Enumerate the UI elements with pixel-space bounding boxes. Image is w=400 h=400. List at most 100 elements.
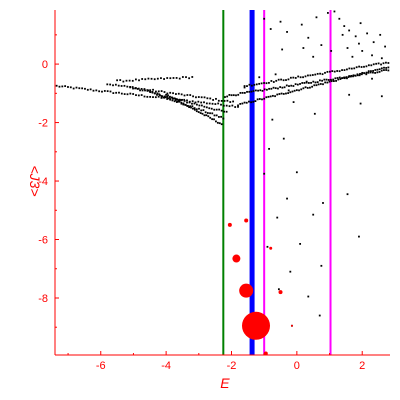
scatter-point-283 (328, 80, 331, 83)
scatter-point-237 (181, 76, 184, 78)
scatter-point-105 (217, 99, 220, 102)
scatter-point-148 (220, 109, 223, 112)
scatter-point-407 (294, 77, 297, 79)
scatter-point-31 (140, 94, 143, 96)
scatter-point-400 (277, 78, 280, 81)
scatter-point-30 (137, 94, 140, 97)
scatter-point-366 (345, 76, 348, 79)
highlight-point-1 (227, 222, 232, 227)
scatter-point-102 (209, 97, 212, 100)
scatter-point-387 (246, 85, 248, 87)
scatter-point-136 (191, 102, 193, 105)
scatter-point-225 (144, 78, 147, 81)
scatter-point-392 (258, 82, 261, 85)
y-tick-label: -6 (38, 235, 48, 247)
scatter-point-297 (359, 72, 361, 75)
scatter-point-199 (190, 106, 192, 109)
scatter-point-15 (95, 89, 98, 92)
scatter-point-62 (228, 105, 231, 108)
scatter-point-229 (156, 77, 159, 80)
scatter-point-302 (370, 70, 372, 73)
y-tick-label: -2 (38, 118, 48, 130)
scatter-point-85 (160, 90, 163, 92)
scatter-point-389 (250, 84, 253, 87)
scatter-point-209 (209, 116, 212, 119)
scatter-point-204 (199, 112, 202, 114)
scatter-point-479 (287, 89, 290, 92)
scatter-point-504 (318, 314, 321, 317)
y-tick-label: 0 (42, 59, 48, 71)
scatter-point-216 (116, 79, 118, 82)
scatter-point-338 (283, 86, 286, 89)
scatter-point-256 (269, 95, 272, 98)
scatter-point-213 (216, 121, 219, 124)
scatter-point-189 (170, 96, 173, 99)
scatter-point-503 (307, 295, 310, 298)
scatter-point-193 (178, 100, 181, 103)
scatter-point-174 (198, 107, 200, 110)
scatter-point-103 (212, 99, 215, 101)
scatter-point-251 (258, 98, 261, 100)
scatter-point-316 (235, 94, 237, 97)
scatter-point-465 (346, 47, 349, 49)
scatter-point-176 (202, 109, 205, 112)
scatter-point-499 (299, 242, 302, 245)
scatter-point-188 (169, 95, 171, 98)
scatter-point-113 (134, 87, 137, 90)
scatter-point-271 (302, 87, 305, 90)
scatter-point-428 (346, 68, 348, 71)
scatter-point-9 (78, 87, 81, 90)
highlight-point-2 (244, 218, 249, 223)
scatter-point-190 (172, 97, 175, 100)
scatter-point-294 (352, 74, 355, 77)
scatter-point-396 (268, 81, 270, 84)
scatter-point-245 (245, 101, 248, 104)
x-tick-label: 2 (359, 360, 365, 372)
scatter-point-163 (173, 100, 176, 103)
scatter-point-264 (287, 92, 290, 94)
scatter-point-457 (348, 29, 351, 32)
scatter-point-150 (225, 110, 228, 113)
scatter-point-353 (316, 81, 319, 84)
scatter-point-101 (206, 97, 209, 100)
scatter-point-491 (263, 172, 266, 175)
scatter-point-337 (281, 86, 284, 89)
scatter-point-495 (276, 216, 279, 219)
scatter-point-267 (293, 89, 296, 92)
scatter-point-358 (327, 79, 330, 81)
scatter-point-144 (210, 107, 213, 110)
scatter-point-212 (215, 120, 217, 123)
scatter-point-412 (307, 74, 309, 77)
scatter-point-106 (220, 99, 223, 102)
scatter-point-70 (117, 84, 120, 87)
scatter-point-444 (385, 61, 387, 64)
scatter-point-484 (348, 93, 351, 96)
scatter-point-285 (332, 80, 335, 83)
scatter-point-58 (217, 102, 220, 105)
scatter-point-1 (55, 84, 58, 87)
scatter-point-17 (101, 90, 103, 93)
scatter-point-78 (140, 87, 143, 90)
scatter-point-376 (367, 71, 370, 74)
scatter-point-298 (361, 71, 364, 74)
scatter-point-13 (89, 88, 92, 91)
scatter-point-71 (120, 85, 123, 87)
x-axis-label: E (220, 375, 230, 391)
scatter-point-254 (265, 96, 268, 99)
scatter-point-181 (213, 114, 216, 117)
scatter-point-99 (200, 96, 203, 99)
scatter-point-469 (302, 47, 305, 49)
scatter-point-459 (359, 22, 362, 25)
scatter-point-79 (143, 88, 146, 90)
scatter-point-370 (354, 74, 357, 77)
scatter-point-306 (378, 68, 381, 71)
scatter-point-350 (310, 81, 312, 84)
scatter-point-37 (157, 95, 160, 98)
scatter-point-477 (258, 76, 261, 79)
scatter-point-490 (295, 171, 298, 174)
scatter-point-96 (192, 95, 194, 98)
scatter-point-272 (304, 86, 307, 89)
scatter-point-275 (311, 85, 314, 88)
scatter-point-437 (367, 64, 370, 67)
